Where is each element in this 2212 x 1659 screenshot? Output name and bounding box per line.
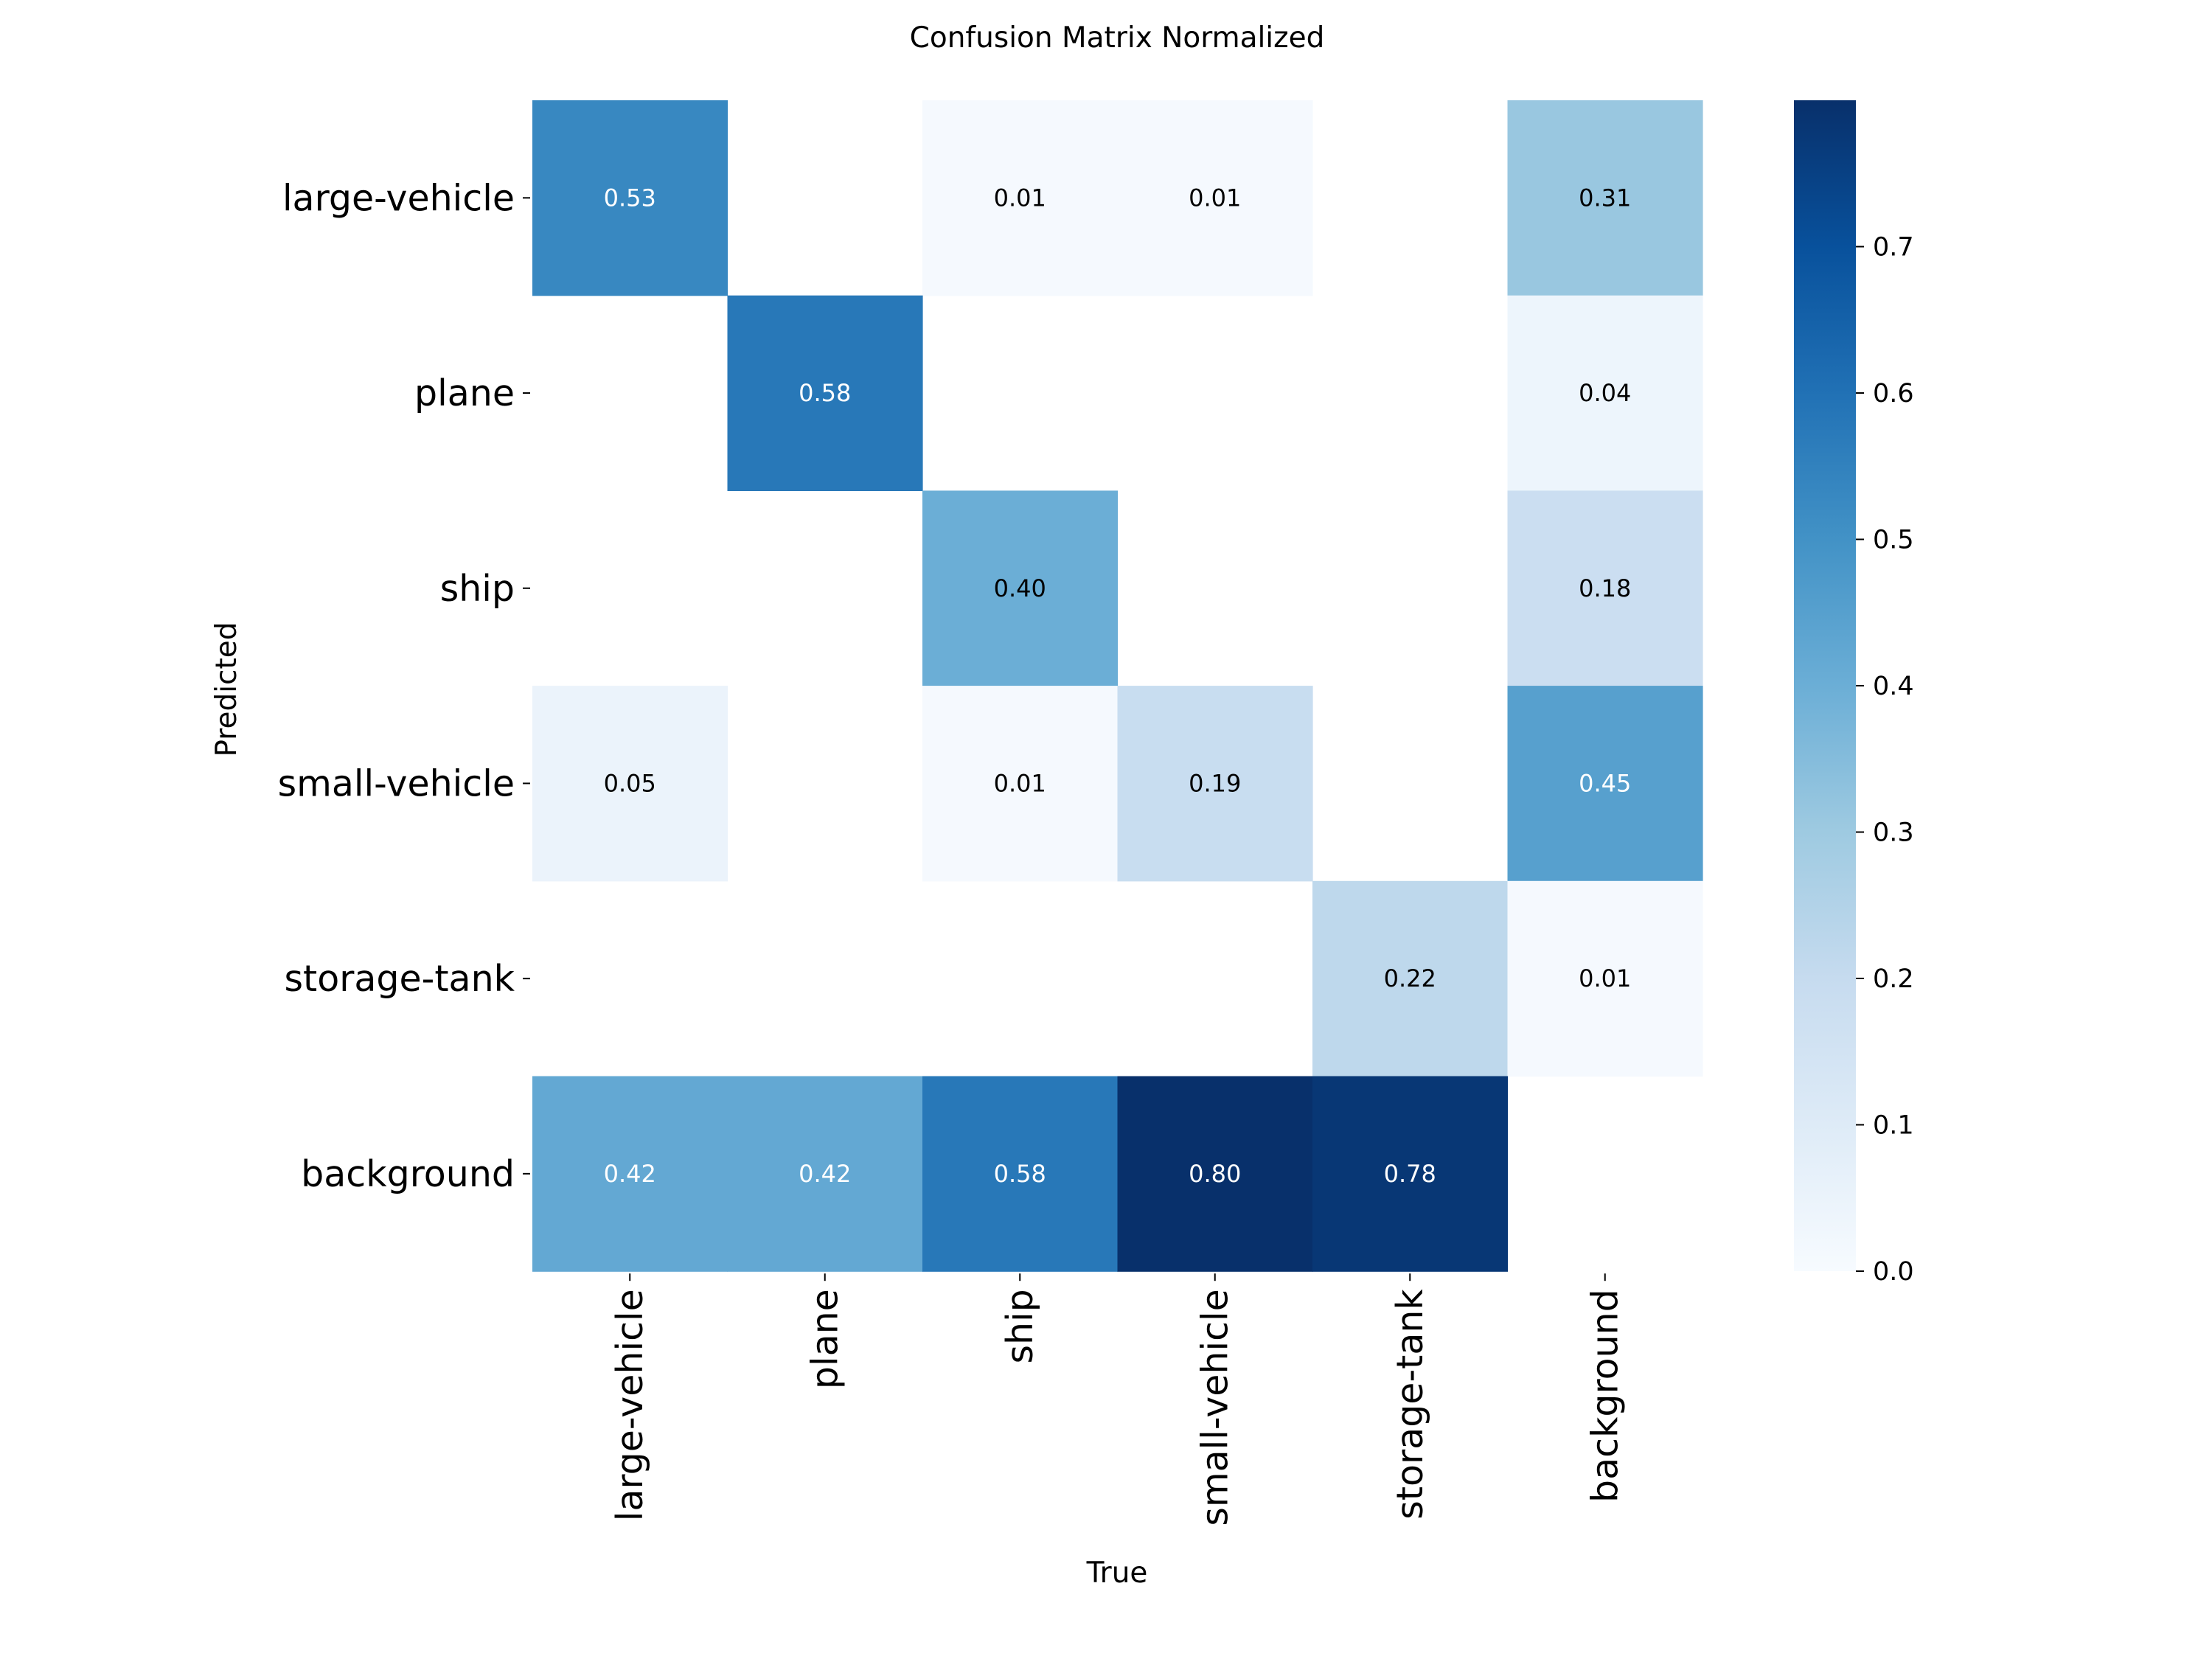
x-tick-label: storage-tank: [1389, 1289, 1431, 1520]
y-tick-label: storage-tank: [285, 958, 515, 1000]
heatmap-cell: [727, 1076, 923, 1272]
colorbar-tick-label: 0.1: [1873, 1111, 1914, 1141]
heatmap-cell: [727, 295, 923, 491]
heatmap-cell: [922, 100, 1119, 296]
heatmap-cell: [922, 490, 1119, 686]
colorbar-tick-label: 0.7: [1873, 233, 1914, 262]
y-axis-label: Predicted: [210, 622, 243, 757]
heatmap-cell: [1117, 100, 1313, 296]
heatmap-cell-labels: 0.53 0.01 0.01 0.31 0.58 0.04 0.40 0.18 0.05 0.01…: [604, 184, 1632, 1188]
heatmap-cells: [532, 100, 1703, 1272]
cell-value-label: 0.01: [1189, 184, 1241, 212]
heatmap-cell: [1507, 490, 1703, 686]
heatmap-cell: [532, 100, 728, 296]
y-tick-label: small-vehicle: [278, 762, 515, 804]
colorbar-tick-label: 0.5: [1873, 526, 1914, 555]
heatmap-cell: [1507, 880, 1703, 1077]
x-tick-label: background: [1585, 1289, 1627, 1503]
chart-title: Confusion Matrix Normalized: [910, 21, 1325, 55]
heatmap-cell: [532, 1076, 728, 1272]
cell-value-label: 0.53: [604, 184, 656, 212]
cell-value-label: 0.58: [799, 379, 851, 407]
heatmap-cell: [1312, 880, 1509, 1077]
x-tick-labels: large-vehicle plane ship small-vehicle stora…: [609, 1273, 1627, 1526]
cell-value-label: 0.05: [604, 769, 656, 797]
cell-value-label: 0.42: [604, 1160, 656, 1188]
colorbar-tick-label: 0.2: [1873, 964, 1914, 994]
heatmap-cell: [1312, 1076, 1509, 1272]
heatmap-cell: [1507, 100, 1703, 296]
cell-value-label: 0.80: [1189, 1160, 1241, 1188]
heatmap-cell: [1507, 295, 1703, 491]
heatmap-cell: [1507, 686, 1703, 882]
y-tick-label: large-vehicle: [282, 177, 515, 219]
cell-value-label: 0.19: [1189, 769, 1241, 797]
cell-value-label: 0.78: [1384, 1160, 1436, 1188]
colorbar-ticks: 0.0 0.1 0.2 0.3 0.4 0.5 0.6 0.7: [1856, 233, 1914, 1287]
colorbar-tick-label: 0.0: [1873, 1257, 1914, 1287]
x-tick-label: plane: [804, 1289, 846, 1389]
cell-value-label: 0.42: [799, 1160, 851, 1188]
x-tick-label: small-vehicle: [1194, 1289, 1237, 1526]
y-tick-labels: large-vehicle plane ship small-vehicle stora…: [278, 177, 530, 1195]
cell-value-label: 0.31: [1579, 184, 1631, 212]
cell-value-label: 0.45: [1579, 769, 1631, 797]
cell-value-label: 0.18: [1579, 574, 1631, 602]
colorbar-tick-label: 0.4: [1873, 672, 1914, 701]
x-tick-label: ship: [999, 1289, 1041, 1363]
cell-value-label: 0.40: [994, 574, 1046, 602]
cell-value-label: 0.58: [994, 1160, 1046, 1188]
x-axis-label: True: [1086, 1557, 1148, 1590]
heatmap-cell: [922, 686, 1119, 882]
cell-value-label: 0.01: [994, 769, 1046, 797]
cell-value-label: 0.01: [994, 184, 1046, 212]
cell-value-label: 0.01: [1579, 964, 1631, 992]
y-tick-label: background: [301, 1153, 515, 1195]
heatmap-cell: [1117, 1076, 1313, 1272]
heatmap-cell: [1117, 686, 1313, 882]
y-tick-label: ship: [440, 568, 515, 610]
heatmap-cell: [922, 1076, 1119, 1272]
cell-value-label: 0.04: [1579, 379, 1631, 407]
y-tick-label: plane: [414, 372, 515, 414]
colorbar-tick-label: 0.6: [1873, 379, 1914, 408]
colorbar: [1794, 100, 1856, 1271]
heatmap-cell: [532, 686, 728, 882]
colorbar-tick-label: 0.3: [1873, 818, 1914, 848]
cell-value-label: 0.22: [1384, 964, 1436, 992]
x-tick-label: large-vehicle: [609, 1289, 651, 1521]
